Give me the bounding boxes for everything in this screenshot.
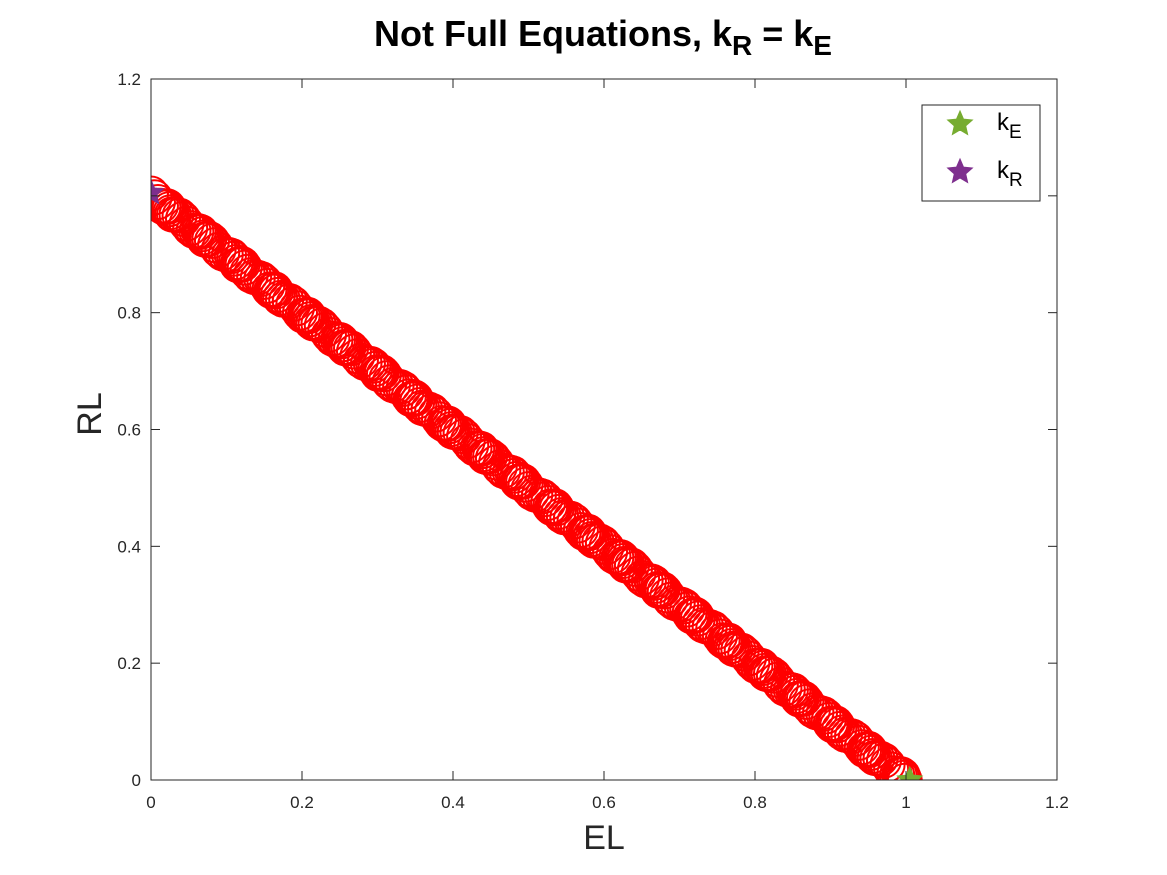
- data-point-circle: [368, 360, 405, 397]
- x-tick-label: 0: [146, 793, 155, 812]
- data-point-circle: [213, 238, 250, 275]
- plot-area: [151, 175, 924, 780]
- x-tick-label: 0.8: [743, 793, 767, 812]
- data-point-circle: [883, 756, 920, 780]
- data-point-circle: [463, 430, 500, 467]
- data-point-circle: [649, 577, 686, 614]
- chart-title: Not Full Equations, kR = kE: [374, 13, 832, 61]
- data-point-circle: [570, 513, 607, 550]
- data-point-circle: [323, 323, 360, 360]
- data-point-circle: [494, 455, 531, 492]
- title-sub-e: E: [813, 30, 832, 61]
- x-tick-label: 1.2: [1045, 793, 1069, 812]
- data-point-circle: [151, 175, 169, 212]
- x-axis-label: EL: [583, 819, 625, 857]
- data-point-circle: [743, 648, 780, 685]
- data-point-circle: [873, 751, 910, 780]
- data-point-circle: [819, 707, 856, 744]
- y-tick-label: 0.2: [117, 654, 141, 673]
- y-tick-label: 1.2: [117, 70, 141, 89]
- data-point-circle: [886, 762, 923, 780]
- legend-star-icon: [946, 157, 974, 184]
- title-main: Not Full Equations, k: [374, 13, 733, 54]
- star-marker-ke: [896, 765, 924, 780]
- y-tick-label: 0.8: [117, 304, 141, 323]
- axis-ticks: 0 0.2 0.4 0.6 0.8 1 1.2 0 0.2 0.4 0.6 0.8 1.2: [117, 70, 1068, 812]
- legend-star-icon: [946, 109, 974, 136]
- axes-box: [150, 78, 1058, 781]
- data-point-circle: [256, 271, 293, 308]
- x-tick-label: 0.4: [441, 793, 465, 812]
- data-point-circle: [633, 563, 670, 600]
- legend-box: [921, 104, 1041, 202]
- y-axis-label: RL: [71, 392, 109, 435]
- data-point-circle: [224, 246, 261, 283]
- star-marker-kr: [151, 178, 165, 205]
- y-tick-label: 0: [132, 771, 141, 790]
- legend: kE kR: [921, 104, 1041, 202]
- x-tick-label: 1: [901, 793, 910, 812]
- x-tick-label: 0.2: [290, 793, 314, 812]
- title-sub-r: R: [732, 30, 752, 61]
- y-tick-label: 0.6: [117, 421, 141, 440]
- data-point-circle: [352, 346, 389, 383]
- legend-label: kR: [997, 157, 1023, 191]
- title-mid: = k: [752, 13, 814, 54]
- legend-label: kE: [997, 109, 1022, 143]
- data-point-circle: [851, 732, 888, 769]
- x-tick-label: 0.6: [592, 793, 616, 812]
- y-tick-label: 0.4: [117, 537, 141, 556]
